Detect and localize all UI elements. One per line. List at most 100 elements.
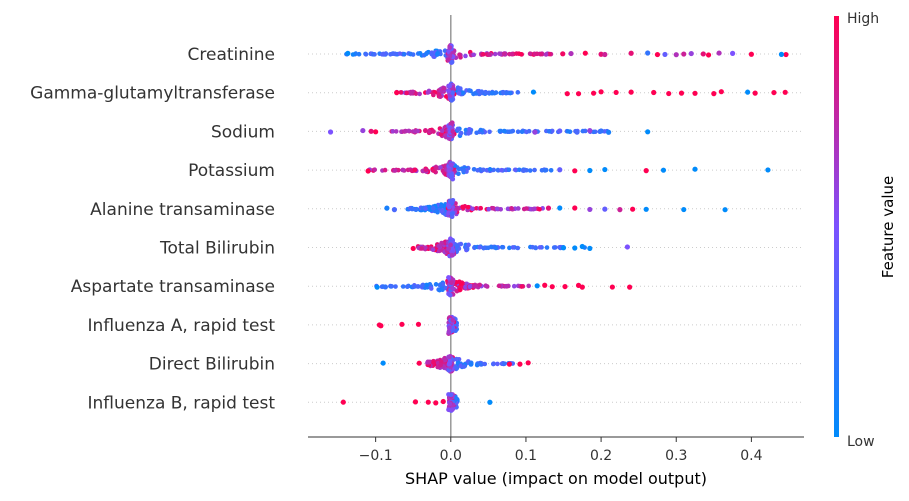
shap-point-core bbox=[565, 129, 571, 134]
feature-label-influenza-b-rapid-test: Influenza B, rapid test bbox=[88, 393, 276, 413]
shap-point-stack bbox=[449, 211, 455, 217]
shap-point bbox=[549, 284, 555, 290]
shap-point-core bbox=[463, 284, 468, 290]
shap-point-core bbox=[501, 51, 507, 57]
shap-point bbox=[425, 399, 431, 405]
shap-point-core bbox=[404, 90, 409, 96]
shap-point-core bbox=[503, 283, 509, 289]
shap-point-stack bbox=[446, 354, 452, 360]
shap-point-core bbox=[430, 205, 436, 211]
colorbar-high-label: High bbox=[847, 11, 879, 27]
shap-point-core bbox=[543, 52, 549, 57]
shap-point-core bbox=[519, 129, 525, 135]
x-tick-label: 0.1 bbox=[515, 448, 537, 464]
shap-point-core bbox=[538, 51, 543, 57]
shap-point-core bbox=[537, 245, 543, 250]
shap-point-stack bbox=[449, 97, 455, 103]
shap-point-core bbox=[515, 90, 521, 95]
shap-point bbox=[412, 399, 419, 405]
shap-point-core bbox=[518, 51, 524, 57]
shap-point-core bbox=[438, 362, 443, 368]
shap-point bbox=[416, 360, 422, 366]
shap-point-core bbox=[398, 90, 404, 95]
shap-point-core bbox=[437, 243, 442, 249]
shap-point bbox=[579, 243, 585, 250]
shap-point-core bbox=[471, 284, 477, 289]
shap-point bbox=[771, 89, 777, 96]
shap-point-core bbox=[527, 51, 533, 57]
shap-point bbox=[575, 91, 582, 97]
shap-point-core bbox=[429, 51, 435, 57]
shap-point-core bbox=[483, 90, 489, 95]
colorbar-title: Feature value bbox=[879, 176, 897, 278]
shap-point-core bbox=[423, 51, 429, 57]
shap-point-core bbox=[403, 128, 408, 134]
shap-point-core bbox=[526, 128, 532, 134]
shap-point bbox=[662, 51, 668, 58]
shap-point-core bbox=[461, 364, 467, 369]
shap-point-core bbox=[423, 206, 428, 212]
shap-point bbox=[545, 205, 552, 211]
shap-point-core bbox=[548, 167, 554, 173]
shap-point-core bbox=[435, 50, 440, 56]
shap-point bbox=[678, 90, 685, 96]
shap-point bbox=[557, 205, 563, 211]
shap-point bbox=[692, 90, 698, 96]
shap-point bbox=[778, 51, 785, 57]
shap-point bbox=[598, 128, 604, 134]
shap-point bbox=[360, 127, 366, 134]
shap-point-core bbox=[423, 167, 429, 173]
shap-point bbox=[598, 51, 604, 57]
shap-point bbox=[534, 283, 540, 289]
shap-point bbox=[722, 207, 728, 213]
shap-point-core bbox=[427, 204, 432, 210]
shap-point bbox=[373, 129, 379, 135]
shap-point bbox=[433, 400, 439, 406]
shap-point bbox=[587, 245, 593, 251]
shap-point-core bbox=[417, 91, 422, 97]
shap-point bbox=[681, 206, 687, 213]
shap-point bbox=[628, 89, 634, 95]
shap-point bbox=[382, 284, 389, 290]
shap-point-core bbox=[430, 247, 436, 252]
shap-point bbox=[582, 50, 588, 56]
shap-point-core bbox=[502, 361, 507, 366]
shap-point-core bbox=[409, 206, 415, 212]
shap-point-core bbox=[438, 204, 444, 209]
shap-point-core bbox=[463, 53, 468, 59]
shap-point bbox=[666, 90, 672, 97]
shap-point bbox=[572, 245, 578, 251]
shap-point bbox=[602, 51, 608, 58]
shap-point-core bbox=[372, 52, 377, 57]
shap-point-core bbox=[420, 283, 425, 288]
shap-point bbox=[525, 360, 531, 366]
shap-point-stack bbox=[446, 407, 451, 413]
shap-point bbox=[627, 284, 633, 290]
shap-point-stack bbox=[449, 59, 455, 65]
shap-point-core bbox=[515, 206, 521, 211]
shap-point-core bbox=[400, 284, 406, 289]
shap-point bbox=[380, 360, 386, 366]
shap-point-core bbox=[496, 283, 502, 289]
shap-point-stack bbox=[448, 242, 453, 248]
shap-point-core bbox=[412, 129, 418, 134]
shap-point-core bbox=[442, 357, 448, 363]
shap-point-core bbox=[456, 166, 462, 172]
shap-point bbox=[660, 167, 667, 173]
shap-point-core bbox=[428, 286, 434, 291]
shap-point bbox=[574, 129, 580, 135]
shap-point-core bbox=[350, 52, 356, 57]
feature-label-aspartate-transaminase: Aspartate transaminase bbox=[71, 277, 275, 297]
shap-point bbox=[530, 89, 537, 95]
shap-point-core bbox=[382, 167, 388, 173]
colorbar: High Low Feature value bbox=[834, 11, 897, 450]
shap-point-core bbox=[458, 55, 463, 60]
shap-point-core bbox=[498, 51, 504, 57]
shap-point-core bbox=[455, 206, 461, 212]
shap-point-core bbox=[417, 50, 423, 56]
shap-point-core bbox=[466, 88, 472, 93]
x-axis: SHAP value (impact on model output) −0.1… bbox=[308, 436, 804, 488]
shap-point-core bbox=[400, 167, 406, 173]
shap-point bbox=[705, 52, 712, 58]
